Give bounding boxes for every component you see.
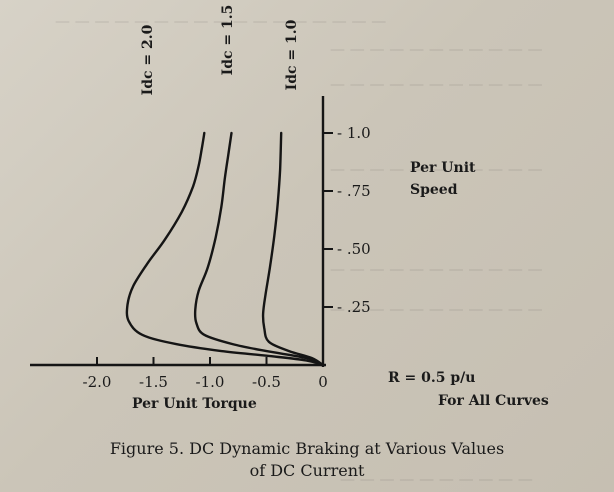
curves	[125, 131, 325, 367]
curve-idc-2-0	[125, 131, 325, 367]
x-tick-label: -1.0	[196, 373, 225, 391]
x-axis-label: Per Unit Torque	[132, 396, 257, 412]
x-tick-label: 0	[318, 373, 328, 391]
y-tick-label: - .50	[337, 240, 371, 258]
y-axis-label-line2: Speed	[410, 182, 458, 198]
x-tick-labels: -2.0 -1.5 -1.0 -0.5 0	[83, 373, 328, 391]
y-axis-label-line1: Per Unit	[410, 160, 476, 176]
x-tick-label: -0.5	[252, 373, 281, 391]
x-ticks	[96, 357, 268, 366]
y-tick-labels: - 1.0 - .75 - .50 - .25	[337, 124, 371, 316]
resistance-note-line2: For All Curves	[438, 393, 549, 409]
resistance-note-line1: R = 0.5 p/u	[388, 370, 475, 386]
x-tick-label: -1.5	[139, 373, 168, 391]
caption-line-1: Figure 5. DC Dynamic Braking at Various …	[109, 439, 505, 458]
curve-idc-1-5	[193, 131, 325, 367]
curve-label-idc-2-0: Idc = 2.0	[140, 24, 156, 95]
x-tick-label: -2.0	[83, 373, 112, 391]
caption-line-2: of DC Current	[249, 461, 365, 480]
curve-label-idc-1-5: Idc = 1.5	[220, 5, 236, 76]
curve-label-idc-1-0: Idc = 1.0	[284, 19, 300, 90]
y-tick-label: - .75	[337, 182, 371, 200]
y-tick-label: - .25	[337, 298, 371, 316]
y-tick-label: - 1.0	[337, 124, 371, 142]
figure-caption: Figure 5. DC Dynamic Braking at Various …	[0, 438, 614, 482]
y-ticks	[323, 132, 333, 308]
curve-idc-1-0	[261, 131, 325, 367]
